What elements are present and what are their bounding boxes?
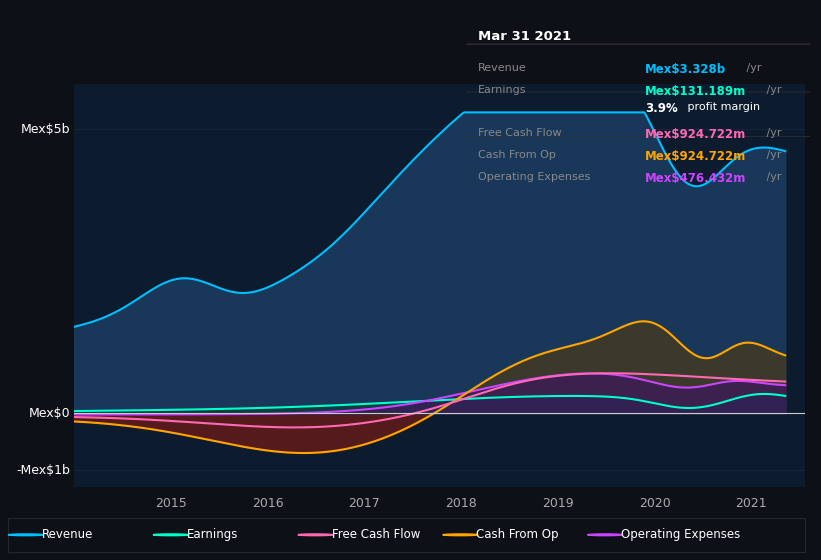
Text: 2017: 2017 [348,497,380,510]
Circle shape [443,534,478,536]
FancyBboxPatch shape [8,518,805,552]
Text: profit margin: profit margin [685,102,760,112]
Text: Revenue: Revenue [478,63,526,73]
Text: /yr: /yr [763,150,781,160]
Text: Free Cash Flow: Free Cash Flow [332,528,420,542]
Text: 2015: 2015 [155,497,186,510]
Text: Mex$924.722m: Mex$924.722m [645,150,746,163]
Text: Earnings: Earnings [187,528,238,542]
Text: /yr: /yr [763,172,781,182]
Text: 2020: 2020 [639,497,671,510]
Circle shape [588,534,623,536]
Text: /yr: /yr [743,63,762,73]
Text: Cash From Op: Cash From Op [478,150,556,160]
Text: 3.9%: 3.9% [645,102,678,115]
Text: Mex$3.328b: Mex$3.328b [645,63,727,76]
Circle shape [153,534,189,536]
Text: Mar 31 2021: Mar 31 2021 [478,30,571,44]
Text: Cash From Op: Cash From Op [476,528,559,542]
Text: Earnings: Earnings [478,85,526,95]
Text: Operating Expenses: Operating Expenses [478,172,590,182]
Text: Mex$476.432m: Mex$476.432m [645,172,746,185]
Text: -Mex$1b: -Mex$1b [16,464,71,477]
Text: 2019: 2019 [542,497,574,510]
Text: Mex$924.722m: Mex$924.722m [645,128,746,141]
Text: Mex$0: Mex$0 [29,407,71,420]
Text: Operating Expenses: Operating Expenses [621,528,741,542]
Text: Revenue: Revenue [42,528,94,542]
Text: Mex$5b: Mex$5b [21,123,71,136]
Text: 2018: 2018 [445,497,477,510]
Circle shape [8,534,44,536]
Text: 2021: 2021 [736,497,767,510]
Text: 2016: 2016 [252,497,283,510]
Text: /yr: /yr [763,85,781,95]
Text: Free Cash Flow: Free Cash Flow [478,128,562,138]
Circle shape [298,534,333,536]
Text: Mex$131.189m: Mex$131.189m [645,85,746,98]
Text: /yr: /yr [763,128,781,138]
